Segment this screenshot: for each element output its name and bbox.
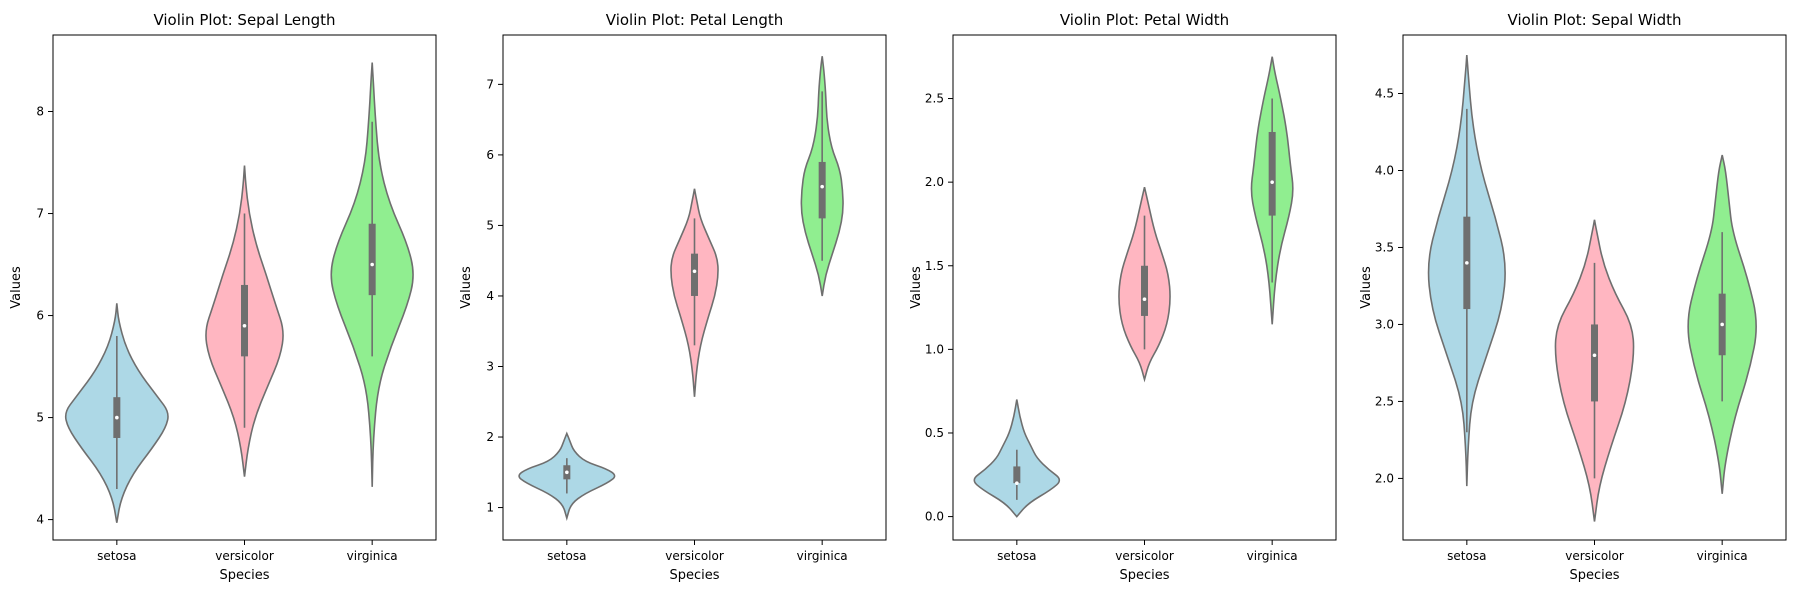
subplot-4: 2.0 2.5 3.0 3.5 4.0 4.5 setosa versicolor virgin… [1359, 11, 1787, 583]
iqr-box-virginica [368, 223, 376, 296]
y-tick-label: 2.0 [1375, 471, 1394, 485]
y-tick-label: 4 [486, 289, 494, 303]
y-tick-label: 6 [36, 309, 44, 323]
y-axis-label: Values [9, 266, 24, 309]
x-axis-label: Species [1569, 568, 1619, 583]
x-tick-label: versicolor [665, 549, 724, 563]
y-tick-label: 2.5 [1375, 394, 1394, 408]
y-tick-label: 4.5 [1375, 87, 1394, 101]
x-axis-label: Species [1119, 568, 1169, 583]
iqr-box-versicolor [241, 284, 248, 357]
iqr-box-versicolor [691, 253, 698, 296]
y-tick-label: 3.0 [1375, 317, 1394, 331]
x-axis-label: Species [219, 568, 269, 583]
y-tick-label: 3.5 [1375, 240, 1394, 254]
iqr-box-setosa [1013, 466, 1021, 484]
subplot-1: 4 5 6 7 8 setosa versicolor virginica Violin Plo… [9, 11, 437, 583]
x-tick-label: virginica [347, 549, 398, 563]
iqr-box-virginica [818, 161, 826, 219]
x-axis-label: Species [669, 568, 719, 583]
median-dot-virginica [370, 262, 374, 267]
y-tick-label: 1.0 [925, 342, 944, 356]
y-axis-label: Values [459, 266, 474, 309]
y-tick-label: 5 [36, 411, 44, 425]
y-tick-label: 1 [486, 501, 494, 515]
y-tick-label: 2.0 [925, 175, 944, 189]
chart-title: Violin Plot: Petal Width [1060, 11, 1229, 29]
iqr-box-virginica [1268, 131, 1276, 216]
x-tick-label: virginica [1697, 549, 1748, 563]
median-dot-versicolor [242, 323, 247, 328]
median-dot-virginica [820, 184, 824, 189]
x-tick-label: setosa [547, 549, 586, 563]
y-axis-label: Values [1359, 266, 1374, 309]
chart-title: Violin Plot: Petal Length [606, 11, 783, 29]
median-dot-setosa [1015, 481, 1019, 485]
y-tick-label: 6 [486, 148, 494, 162]
median-dot-setosa [115, 415, 119, 420]
y-tick-label: 4 [36, 513, 44, 527]
x-tick-label: virginica [1247, 549, 1298, 563]
iqr-box-versicolor [1141, 265, 1148, 316]
y-tick-label: 2 [486, 430, 494, 444]
y-tick-label: 5 [486, 218, 494, 232]
median-dot-versicolor [1592, 353, 1597, 358]
y-tick-label: 7 [36, 207, 44, 221]
x-tick-label: setosa [997, 549, 1036, 563]
chart-title: Violin Plot: Sepal Width [1508, 11, 1682, 29]
median-dot-virginica [1270, 180, 1274, 184]
y-tick-label: 2.5 [925, 92, 944, 106]
median-dot-virginica [1720, 322, 1724, 327]
y-tick-label: 8 [36, 105, 44, 119]
x-tick-label: versicolor [1565, 549, 1624, 563]
x-tick-label: virginica [797, 549, 848, 563]
iqr-box-versicolor [1591, 324, 1598, 402]
median-dot-versicolor [1142, 297, 1147, 302]
median-dot-setosa [565, 470, 569, 475]
subplot-2: 1 2 3 4 5 6 7 setosa versicolor virginica Violin P… [459, 11, 887, 583]
y-tick-label: 7 [486, 77, 494, 91]
y-axis-label: Values [909, 266, 924, 309]
x-tick-label: setosa [1447, 549, 1486, 563]
median-dot-versicolor [692, 269, 697, 274]
x-tick-label: versicolor [215, 549, 274, 563]
y-tick-label: 1.5 [925, 259, 944, 273]
y-tick-label: 3 [486, 359, 494, 373]
chart-title: Violin Plot: Sepal Length [153, 11, 335, 29]
x-tick-label: setosa [97, 549, 136, 563]
x-tick-label: versicolor [1115, 549, 1174, 563]
subplot-3: 0.0 0.5 1.0 1.5 2.0 2.5 setosa versicolor virgin… [909, 11, 1337, 583]
median-dot-setosa [1465, 261, 1469, 265]
y-tick-label: 4.0 [1375, 163, 1394, 177]
y-tick-label: 0.5 [925, 426, 944, 440]
y-tick-label: 0.0 [925, 510, 944, 524]
